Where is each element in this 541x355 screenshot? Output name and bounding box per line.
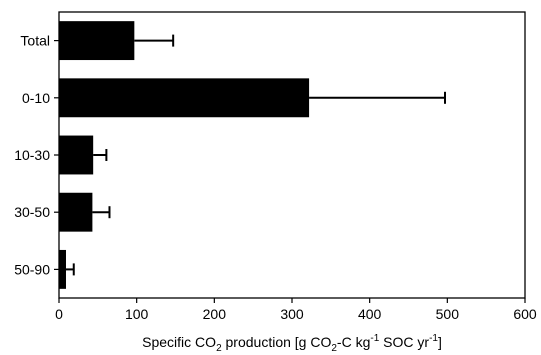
x-label-sup2: -1 [429,333,438,344]
bars-group [59,21,310,289]
bar-30-50 [59,192,93,232]
y-tick-label-30-50: 30-50 [14,204,50,220]
x-label-sup: -1 [370,333,379,344]
error-bars-group [65,34,447,276]
x-tick-label-400: 400 [358,306,382,322]
x-axis-label: Specific CO2 production [g CO2-C kg-1 SO… [142,333,442,354]
x-tick-label-300: 300 [280,306,304,322]
x-label-prefix: Specific CO [142,334,216,350]
y-tick-label-50-90: 50-90 [14,261,50,277]
x-label-middle2: -C kg [337,334,370,350]
x-tick-label-100: 100 [125,306,149,322]
x-tick-label-500: 500 [436,306,460,322]
x-label-end: ] [438,334,442,350]
bar-50-90 [59,249,66,289]
x-tick-label-0: 0 [55,306,63,322]
bar-10-30 [59,135,94,175]
y-tick-label-0-10: 0-10 [22,90,50,106]
x-label-sub1: 2 [216,343,222,354]
x-label-sub2: 2 [331,343,337,354]
x-tick-label-200: 200 [203,306,227,322]
bar-0-10 [59,78,310,118]
y-tick-label-Total: Total [20,33,50,49]
x-tick-label-600: 600 [513,306,537,322]
bar-Total [59,21,135,61]
y-tick-label-10-30: 10-30 [14,147,50,163]
x-axis-ticks: 0 100 200 300 400 500 600 [55,298,537,322]
x-label-middle: production [g CO [222,334,332,350]
y-axis-ticks: Total 0-10 10-30 30-50 50-90 [14,33,59,277]
x-label-suffix: SOC yr [379,334,429,350]
